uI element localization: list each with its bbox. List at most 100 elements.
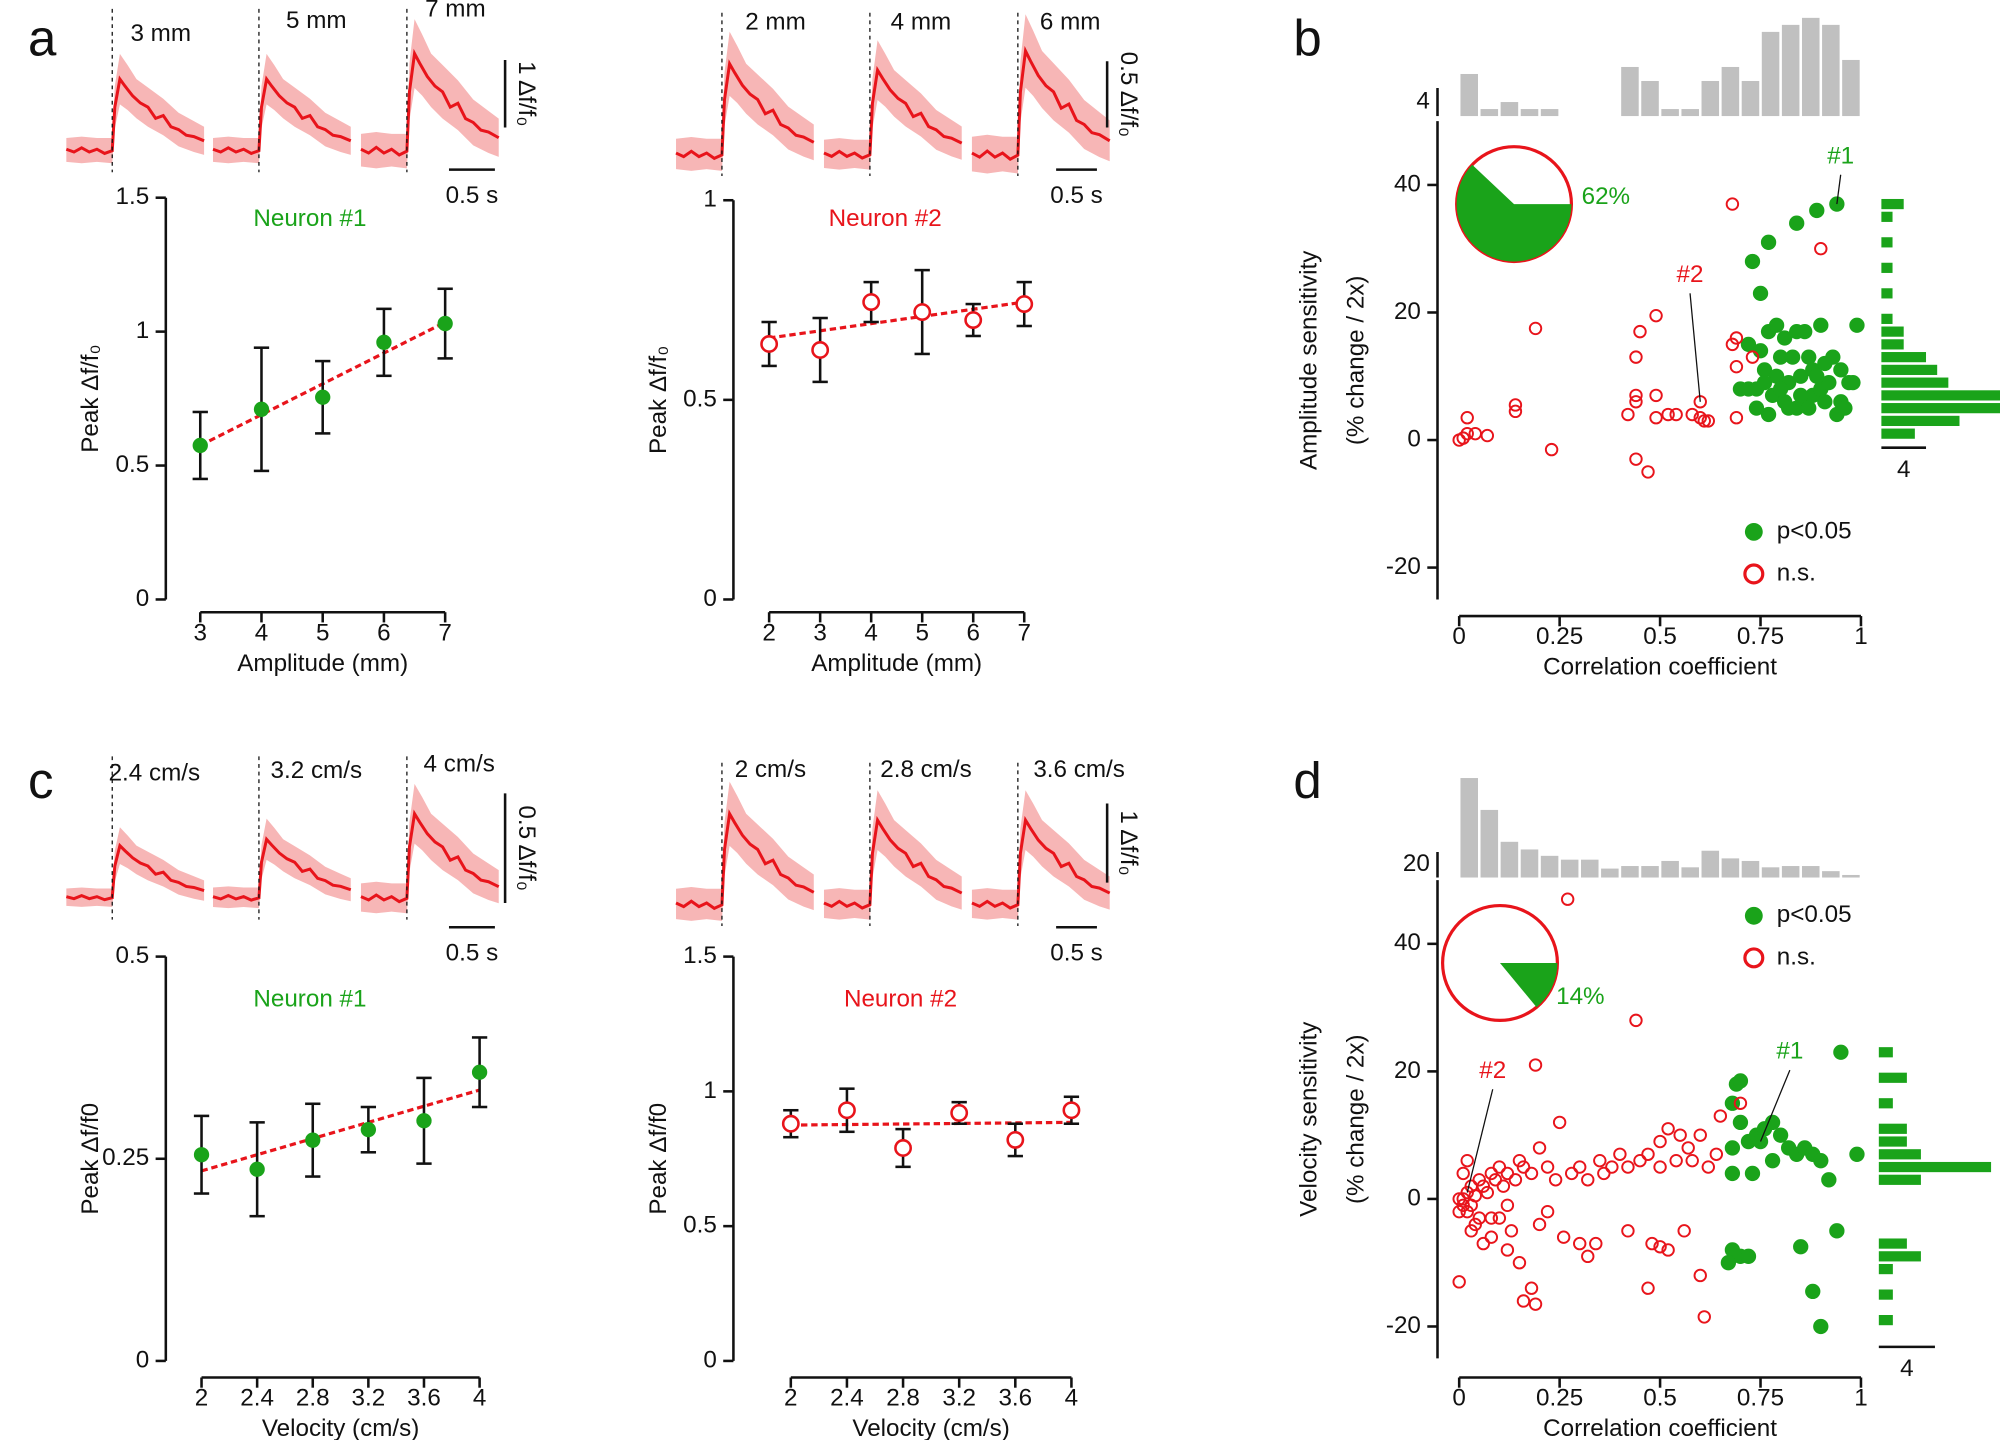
data-point <box>1673 1128 1687 1142</box>
data-point <box>1540 1160 1555 1174</box>
data-point <box>1492 1211 1507 1225</box>
trace-label: 3 mm <box>130 20 191 47</box>
panel-label: b <box>1293 10 1321 67</box>
data-point <box>1504 1224 1519 1238</box>
data-point <box>1552 1115 1567 1130</box>
data-point <box>1573 1160 1587 1174</box>
y-tick-label: 1 <box>703 1077 716 1104</box>
data-point <box>1725 197 1740 211</box>
data-point <box>1752 285 1769 302</box>
data-point <box>1015 295 1034 313</box>
histogram-scale-label: 4 <box>1900 1355 1913 1382</box>
data-point <box>1629 1013 1643 1028</box>
data-point <box>1500 1198 1515 1213</box>
response-trace <box>361 784 499 913</box>
chart-title: Neuron #1 <box>253 985 366 1012</box>
data-point <box>1744 1165 1761 1182</box>
response-trace <box>972 14 1110 173</box>
data-point <box>1821 1172 1837 1188</box>
data-point <box>1837 400 1853 416</box>
trace-label: 2.4 cm/s <box>109 760 201 787</box>
trace-label: 7 mm <box>425 0 486 23</box>
response-trace <box>64 825 206 909</box>
y-tick-label: 0.5 <box>683 1212 717 1239</box>
data-point <box>1581 1173 1595 1187</box>
x-tick-label: 4 <box>1065 1385 1078 1412</box>
amplitude-scale-label: 1 Δf/f₀ <box>513 61 540 126</box>
data-point <box>1528 1297 1543 1311</box>
histogram-bar <box>1881 377 1949 388</box>
y-tick-label: 0 <box>703 585 716 612</box>
data-point <box>1732 1073 1749 1089</box>
data-point <box>781 1114 800 1133</box>
y-tick-label: 1.5 <box>116 183 150 210</box>
x-tick-label: 1 <box>1854 623 1867 650</box>
histogram-bar <box>1701 850 1720 878</box>
histogram-bar <box>1520 109 1539 117</box>
data-point <box>1512 1256 1527 1270</box>
data-point <box>1653 1160 1667 1174</box>
histogram-bar <box>1878 1047 1893 1058</box>
y-tick-label: 40 <box>1394 170 1421 197</box>
x-tick-label: 2.8 <box>296 1385 330 1412</box>
data-point <box>1456 1192 1470 1206</box>
histogram-bar <box>1878 1136 1907 1147</box>
histogram-bar <box>1878 1123 1907 1134</box>
data-point <box>1661 1243 1675 1257</box>
data-point <box>437 315 453 332</box>
histogram-bar <box>1761 31 1780 117</box>
x-tick-label: 3 <box>813 619 826 646</box>
data-point <box>950 1104 969 1122</box>
data-point <box>1772 1127 1789 1143</box>
response-trace <box>676 782 814 921</box>
histogram-bar <box>1881 428 1915 439</box>
data-point <box>1772 349 1789 365</box>
data-point <box>1649 388 1663 403</box>
histogram-bar <box>1681 867 1699 878</box>
histogram-bar <box>1878 1098 1893 1109</box>
x-tick-label: 0.5 <box>1643 1385 1677 1412</box>
data-point <box>1760 234 1777 250</box>
data-point <box>1492 1160 1507 1174</box>
y-tick-label: 0.5 <box>116 942 150 969</box>
data-point <box>1685 407 1699 422</box>
data-point <box>1809 202 1825 219</box>
response-trace <box>824 790 962 919</box>
data-point <box>1508 1173 1523 1187</box>
data-point <box>1528 1058 1543 1072</box>
data-point <box>1793 1239 1809 1255</box>
histogram-scale-label: 4 <box>1897 456 1910 483</box>
data-point <box>1829 1223 1845 1239</box>
data-point <box>838 1101 856 1120</box>
data-point <box>193 1147 210 1163</box>
panel-label: d <box>1293 752 1321 809</box>
data-point <box>1480 1185 1495 1200</box>
x-tick-label: 0 <box>1452 623 1465 650</box>
x-tick-label: 6 <box>377 619 390 646</box>
histogram-bar <box>1801 866 1820 878</box>
histogram-bar <box>1878 1263 1893 1275</box>
x-tick-label: 3.2 <box>942 1385 976 1412</box>
data-point <box>1752 343 1769 359</box>
data-point <box>1669 1153 1683 1168</box>
x-tick-label: 0.5 <box>1643 623 1677 650</box>
y-tick-label: 0.5 <box>683 385 717 412</box>
data-point <box>1524 1166 1539 1181</box>
histogram-bar <box>1878 1149 1921 1160</box>
y-axis-label: Peak Δf/f0 <box>645 1103 672 1215</box>
data-point <box>1006 1130 1025 1149</box>
x-tick-label: 0.75 <box>1737 1385 1784 1412</box>
x-tick-label: 4 <box>473 1385 486 1412</box>
annotation: #1 <box>1827 142 1854 169</box>
data-point <box>1649 308 1663 323</box>
data-point <box>1452 1204 1466 1219</box>
data-point <box>1508 404 1523 419</box>
data-point <box>1456 1166 1470 1181</box>
histogram-bar <box>1480 109 1499 117</box>
x-tick-label: 2 <box>195 1385 208 1412</box>
data-point <box>1764 1153 1781 1169</box>
histogram-bar <box>1881 364 1938 375</box>
y-tick-label: 1 <box>136 317 149 344</box>
trace-label: 3.6 cm/s <box>1033 756 1125 783</box>
data-point <box>1701 1160 1715 1174</box>
